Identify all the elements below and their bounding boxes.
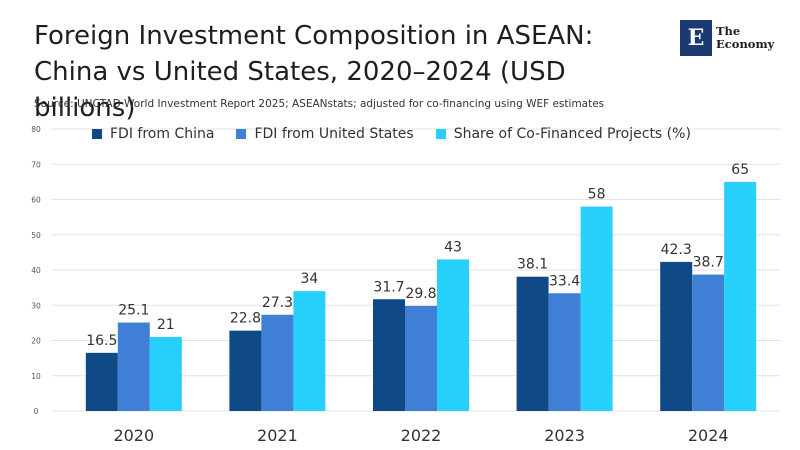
x-tick-label: 2020: [113, 426, 154, 445]
bar-us: [261, 314, 294, 411]
logo-text-line-2: Economy: [716, 37, 775, 51]
legend-label-china: FDI from China: [110, 126, 215, 142]
chart-title-line-1: Foreign Investment Composition in ASEAN:: [34, 21, 594, 51]
chart-source-note: Source: UNCTAD World Investment Report 2…: [34, 98, 605, 110]
legend-label-share: Share of Co-Financed Projects (%): [453, 126, 691, 142]
chart-title: Foreign Investment Composition in ASEAN:…: [34, 18, 674, 126]
y-tick-label: 10: [31, 372, 41, 381]
x-tick-label: 2024: [688, 426, 729, 445]
y-tick-label: 80: [31, 125, 41, 134]
chart-title-line-2: China vs United States, 2020–2024 (USD b…: [34, 57, 566, 123]
bar-us: [548, 293, 581, 411]
logo-wordmark: The Economy: [716, 25, 774, 51]
bar-share: [437, 259, 469, 411]
data-label: 29.8: [405, 286, 436, 302]
data-label: 27.3: [262, 295, 293, 311]
data-label: 58: [588, 187, 606, 203]
data-label: 25.1: [118, 303, 149, 319]
x-tick-label: 2023: [544, 426, 585, 445]
bar-share: [580, 206, 613, 411]
data-label: 65: [731, 162, 749, 178]
bar-us: [117, 322, 150, 411]
chart-legend: FDI from China FDI from United States Sh…: [92, 126, 691, 142]
y-tick-label: 20: [31, 337, 41, 346]
legend-item-share: Share of Co-Financed Projects (%): [435, 126, 691, 142]
y-tick-label: 50: [31, 231, 41, 240]
x-tick-label: 2021: [257, 426, 298, 445]
x-tick-label: 2022: [401, 426, 442, 445]
bar-china: [660, 261, 693, 411]
data-label: 31.7: [373, 279, 404, 295]
y-tick-label: 40: [31, 266, 41, 275]
legend-item-us: FDI from United States: [236, 126, 414, 142]
data-label: 34: [300, 271, 318, 287]
data-label: 38.7: [693, 255, 724, 271]
y-tick-label: 60: [31, 196, 41, 205]
y-tick-label: 70: [31, 160, 41, 169]
bar-share: [149, 336, 182, 411]
data-label: 43: [444, 239, 462, 255]
data-label: 42.3: [661, 242, 692, 258]
data-label: 21: [157, 317, 175, 333]
y-tick-label: 0: [34, 407, 39, 416]
bar-china: [85, 352, 118, 411]
publisher-logo: E The Economy: [680, 20, 774, 56]
bar-china: [229, 330, 262, 411]
bar-china: [516, 276, 549, 411]
legend-swatch-china: [92, 129, 102, 139]
legend-swatch-share: [435, 129, 446, 139]
bar-share: [293, 291, 326, 411]
bar-china: [373, 299, 405, 411]
logo-text-line-1: The: [716, 24, 741, 38]
legend-item-china: FDI from China: [92, 126, 214, 142]
data-label: 16.5: [86, 333, 117, 349]
legend-label-us: FDI from United States: [254, 126, 414, 142]
data-label: 33.4: [549, 273, 580, 289]
bar-share: [724, 181, 757, 411]
y-tick-label: 30: [31, 301, 41, 310]
bar-us: [692, 274, 725, 411]
legend-swatch-us: [236, 129, 247, 139]
data-label: 38.1: [517, 257, 548, 273]
logo-mark: E: [680, 20, 712, 56]
data-label: 22.8: [230, 311, 261, 327]
bar-us: [405, 305, 437, 411]
